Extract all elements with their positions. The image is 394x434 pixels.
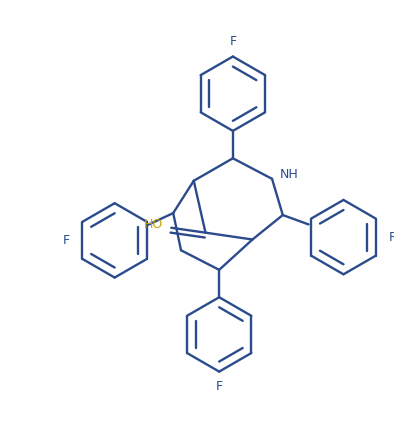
Text: F: F	[63, 234, 70, 247]
Text: HO: HO	[144, 218, 164, 231]
Text: F: F	[216, 381, 223, 393]
Text: F: F	[388, 230, 394, 243]
Text: F: F	[229, 35, 236, 48]
Text: NH: NH	[280, 168, 299, 181]
